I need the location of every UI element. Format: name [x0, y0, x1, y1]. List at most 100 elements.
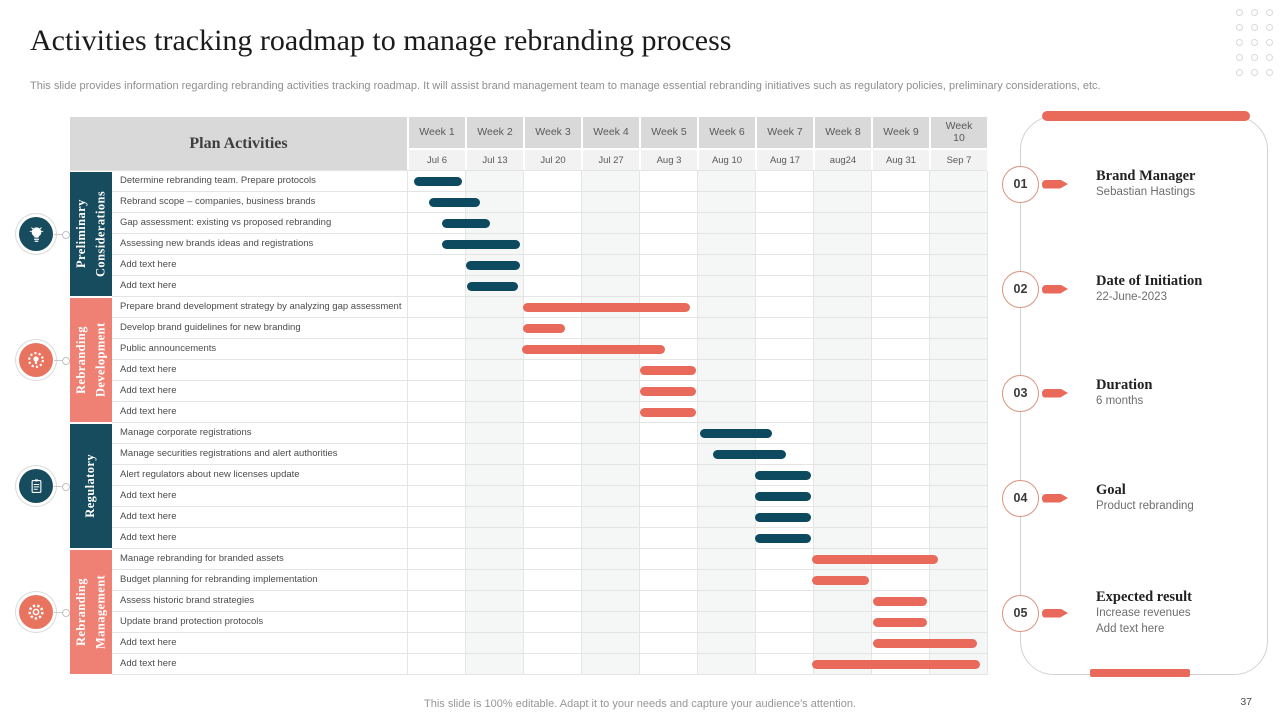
timeline-arrow-icon — [1042, 179, 1068, 189]
timeline-number-badge: 03 — [1002, 374, 1039, 412]
gantt-bar — [699, 429, 772, 438]
date-header-row: Jul 6 Jul 13 Jul 20 Jul 27 Aug 3 Aug 10 Aug 17… — [407, 148, 987, 170]
week-header-cell: Week 6 — [697, 117, 755, 148]
timeline-item: 05 Expected result Increase revenues Add te… — [1002, 583, 1192, 643]
gantt-bar — [640, 366, 696, 375]
task-label: Add text here — [120, 532, 177, 543]
week-header-cell: Week 5 — [639, 117, 697, 148]
gantt-bar — [811, 576, 870, 585]
task-label: Add text here — [120, 385, 177, 396]
decorative-dot — [1236, 54, 1243, 61]
timeline-item-title: Date of Initiation — [1096, 272, 1203, 289]
week-column-stripe — [697, 171, 755, 675]
week-header-row: Week 1 Week 2 Week 3 Week 4 Week 5 Week 6 Week… — [407, 117, 987, 148]
gantt-bar — [523, 324, 565, 333]
gantt-bar — [441, 240, 521, 249]
timeline-arrow-icon — [1042, 493, 1068, 503]
decorative-dot — [1251, 24, 1258, 31]
week-date-cell: Sep 7 — [929, 148, 987, 170]
week-date-cell: Jul 6 — [407, 148, 465, 170]
task-row: Manage corporate registrations — [112, 423, 987, 444]
week-date-cell: Jul 13 — [465, 148, 523, 170]
timeline-item-detail: Increase revenues — [1096, 607, 1191, 620]
timeline-text: Goal Product rebranding — [1096, 482, 1194, 514]
week-column-stripe — [581, 171, 639, 675]
task-label: Determine rebranding team. Prepare proto… — [120, 175, 316, 186]
task-row: Rebrand scope – companies, business bran… — [112, 192, 987, 213]
task-label: Add text here — [120, 490, 177, 501]
timeline-number-badge: 02 — [1002, 270, 1039, 308]
gantt-bar — [713, 450, 786, 459]
task-row: Manage securities registrations and aler… — [112, 444, 987, 465]
task-label: Manage securities registrations and aler… — [120, 448, 338, 459]
connector-dot — [62, 231, 70, 239]
task-label: Add text here — [120, 364, 177, 375]
decorative-dot — [1236, 24, 1243, 31]
task-row: Add text here — [112, 255, 987, 276]
timeline-number-badge: 04 — [1002, 479, 1039, 517]
gantt-bar — [755, 492, 812, 501]
timeline-item-title: Goal — [1096, 481, 1126, 498]
decorative-dot — [1251, 39, 1258, 46]
grid-line — [581, 171, 582, 675]
timeline-item-detail: 22-June-2023 — [1096, 290, 1167, 303]
task-row: Add text here — [112, 507, 987, 528]
gantt-bar — [441, 219, 490, 228]
task-row: Add text here — [112, 633, 987, 654]
task-label: Update brand protection protocols — [120, 616, 264, 627]
task-row: Budget planning for rebranding implement… — [112, 570, 987, 591]
group-band: Preliminary Considerations — [70, 172, 112, 296]
gantt-bar — [521, 345, 666, 354]
task-row: Add text here — [112, 654, 987, 675]
idea-lightbulb-icon — [19, 217, 53, 251]
timeline-number-badge: 01 — [1002, 165, 1039, 203]
panel-bottom-accent-bar — [1090, 669, 1190, 677]
timeline-arrow-icon — [1042, 608, 1068, 618]
task-row: Add text here — [112, 276, 987, 297]
gantt-bar — [811, 660, 981, 669]
gantt-body: Preliminary Considerations Determine rebr… — [70, 170, 988, 675]
grid-line — [813, 171, 814, 675]
task-row: Assessing new brands ideas and registrat… — [112, 234, 987, 255]
task-label: Add text here — [120, 259, 177, 270]
icon-connector-line — [54, 360, 68, 361]
task-label: Add text here — [120, 406, 177, 417]
group-band-label: Rebranding Management — [73, 574, 107, 650]
week-date-cell: Aug 3 — [639, 148, 697, 170]
task-label: Develop brand guidelines for new brandin… — [120, 322, 301, 333]
panel-top-accent-bar — [1042, 111, 1250, 121]
task-row: Add text here — [112, 486, 987, 507]
week-date-cell: Aug 10 — [697, 148, 755, 170]
task-label: Add text here — [120, 280, 177, 291]
decorative-dot — [1236, 39, 1243, 46]
gantt-bar — [429, 198, 481, 207]
task-row: Add text here — [112, 381, 987, 402]
icon-connector-line — [54, 234, 68, 235]
task-label: Alert regulators about new licenses upda… — [120, 469, 300, 480]
timeline-item-detail: Add text here — [1096, 622, 1165, 635]
timeline-item-title: Duration — [1096, 376, 1153, 393]
gantt-bar — [466, 261, 521, 270]
grid-line — [987, 171, 988, 675]
grid-line — [407, 171, 408, 675]
group-band: Rebranding Management — [70, 550, 112, 674]
decorative-dot — [1266, 9, 1273, 16]
task-row: Public announcements — [112, 339, 987, 360]
task-row: Update brand protection protocols — [112, 612, 987, 633]
task-label: Prepare brand development strategy by an… — [120, 301, 402, 312]
task-row: Gap assessment: existing vs proposed reb… — [112, 213, 987, 234]
gantt-bar — [872, 639, 978, 648]
task-label: Budget planning for rebranding implement… — [120, 574, 318, 585]
grid-line — [523, 171, 524, 675]
week-date-cell: Jul 27 — [581, 148, 639, 170]
gantt-bar — [755, 534, 812, 543]
checklist-clipboard-icon — [19, 469, 53, 503]
connector-dot — [62, 483, 70, 491]
grid-line — [871, 171, 872, 675]
plan-activities-header: Plan Activities — [70, 117, 407, 170]
grid-line — [639, 171, 640, 675]
group-band: Regulatory — [70, 424, 112, 548]
page-title: Activities tracking roadmap to manage re… — [30, 24, 732, 57]
grid-line — [697, 171, 698, 675]
